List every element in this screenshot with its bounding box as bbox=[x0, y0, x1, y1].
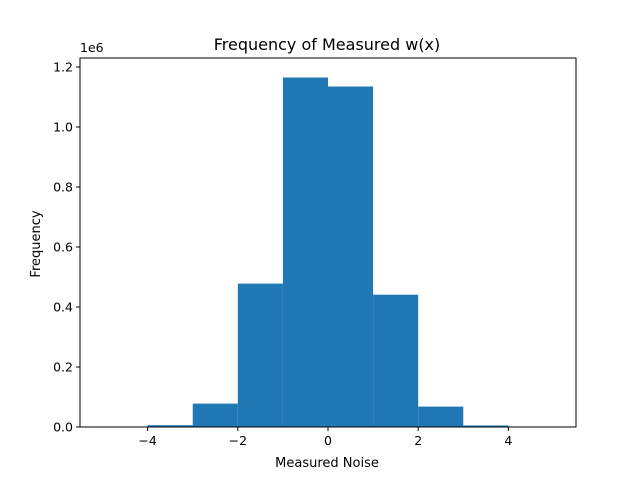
histogram-bar-6 bbox=[373, 294, 419, 427]
bars-group bbox=[102, 77, 554, 428]
x-tick-label: 0 bbox=[324, 433, 332, 448]
chart-title: Frequency of Measured w(x) bbox=[214, 35, 441, 54]
y-tick-label: 1.0 bbox=[53, 120, 73, 135]
histogram-bar-8 bbox=[463, 425, 509, 427]
histogram-bar-3 bbox=[237, 283, 283, 427]
x-axis-label: Measured Noise bbox=[275, 456, 379, 471]
y-tick-label: 0.4 bbox=[53, 300, 73, 315]
x-tick-label: −2 bbox=[229, 433, 247, 448]
y-tick-label: 0.6 bbox=[53, 240, 73, 255]
x-tick-label: 2 bbox=[414, 433, 422, 448]
y-offset-label: 1e6 bbox=[80, 40, 104, 55]
y-tick-label: 0.0 bbox=[53, 420, 73, 435]
x-ticks-group: −4 −2 0 2 4 bbox=[138, 427, 512, 448]
histogram-bar-4 bbox=[282, 77, 328, 427]
y-tick-label: 1.2 bbox=[53, 60, 73, 75]
x-tick-label: 4 bbox=[504, 433, 512, 448]
y-tick-label: 0.8 bbox=[53, 180, 73, 195]
histogram-bar-2 bbox=[192, 403, 238, 427]
y-axis-label: Frequency bbox=[29, 210, 44, 277]
y-ticks-group: 0.0 0.2 0.4 0.6 0.8 1.0 1.2 bbox=[53, 60, 80, 435]
x-tick-label: −4 bbox=[138, 433, 156, 448]
histogram-bar-5 bbox=[328, 86, 374, 427]
histogram-bar-1 bbox=[147, 425, 193, 427]
plot-frame bbox=[79, 57, 577, 428]
y-tick-label: 0.2 bbox=[53, 360, 73, 375]
histogram-bar-7 bbox=[418, 406, 464, 427]
